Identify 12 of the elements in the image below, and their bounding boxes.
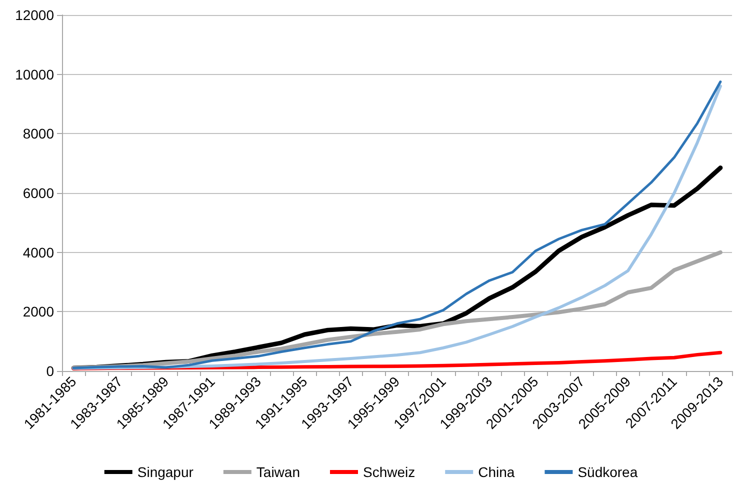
legend-label: Schweiz [362,464,416,480]
y-tick-label: 0 [46,363,54,379]
legend-label: Singapur [137,464,194,480]
legend-label: Taiwan [256,464,300,480]
y-tick-label: 6000 [22,185,54,201]
y-tick-label: 8000 [22,126,54,142]
y-tick-label: 4000 [22,244,54,260]
y-tick-label: 12000 [15,7,54,23]
y-tick-label: 10000 [15,66,54,82]
legend-label: China [478,464,515,480]
legend-label: Südkorea [578,464,638,480]
y-tick-label: 2000 [22,304,54,320]
